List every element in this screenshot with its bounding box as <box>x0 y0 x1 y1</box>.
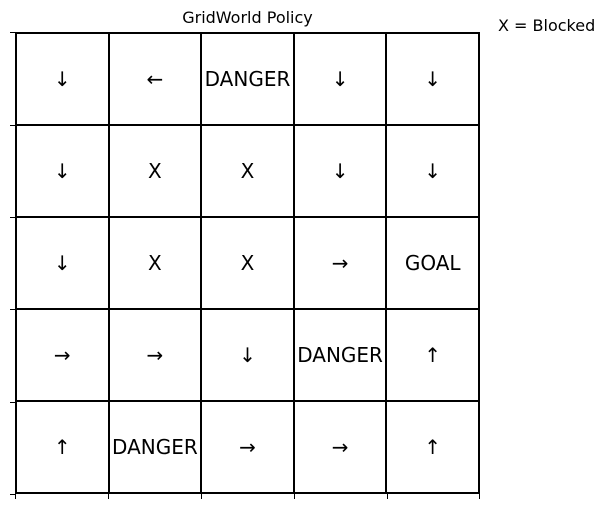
grid-cell: ↓ <box>294 126 388 218</box>
grid-cell: → <box>202 402 295 494</box>
grid-cell: ↓ <box>387 126 480 218</box>
grid-cell: → <box>109 310 203 402</box>
y-tick <box>10 494 15 495</box>
x-tick <box>479 494 480 499</box>
grid-cell: ↓ <box>17 34 110 126</box>
grid-cell: X <box>109 126 203 218</box>
grid-cell: X <box>109 218 203 310</box>
grid-cell: ↓ <box>294 34 388 126</box>
y-tick <box>10 125 15 126</box>
y-tick <box>10 32 15 33</box>
grid-cell: X <box>202 126 295 218</box>
figure-title: GridWorld Policy <box>182 8 313 27</box>
x-tick <box>294 494 295 499</box>
grid-cell: DANGER <box>109 402 203 494</box>
grid-cell: → <box>294 402 388 494</box>
grid-cell: → <box>294 218 388 310</box>
legend-note: X = Blocked <box>498 16 596 35</box>
grid-cell: ↓ <box>202 310 295 402</box>
y-tick <box>10 309 15 310</box>
grid-cell: DANGER <box>294 310 388 402</box>
x-tick <box>387 494 388 499</box>
grid-cell: ↓ <box>17 126 110 218</box>
grid-cell: GOAL <box>387 218 480 310</box>
x-tick <box>201 494 202 499</box>
grid-cell: ← <box>109 34 203 126</box>
x-tick <box>108 494 109 499</box>
grid-cell: DANGER <box>202 34 295 126</box>
grid-cell: ↑ <box>387 402 480 494</box>
y-tick <box>10 402 15 403</box>
x-tick <box>15 494 16 499</box>
grid-cell: ↓ <box>17 218 110 310</box>
grid-cell: X <box>202 218 295 310</box>
grid-cell: → <box>17 310 110 402</box>
grid-cell: ↑ <box>17 402 110 494</box>
grid-cell: ↓ <box>387 34 480 126</box>
policy-grid: ↓ ← DANGER ↓ ↓ ↓ X X ↓ ↓ ↓ X X → GOAL → → ↓ DANGER ↑ ↑ DANGER… <box>15 32 480 494</box>
grid-cell: ↑ <box>387 310 480 402</box>
y-tick <box>10 217 15 218</box>
